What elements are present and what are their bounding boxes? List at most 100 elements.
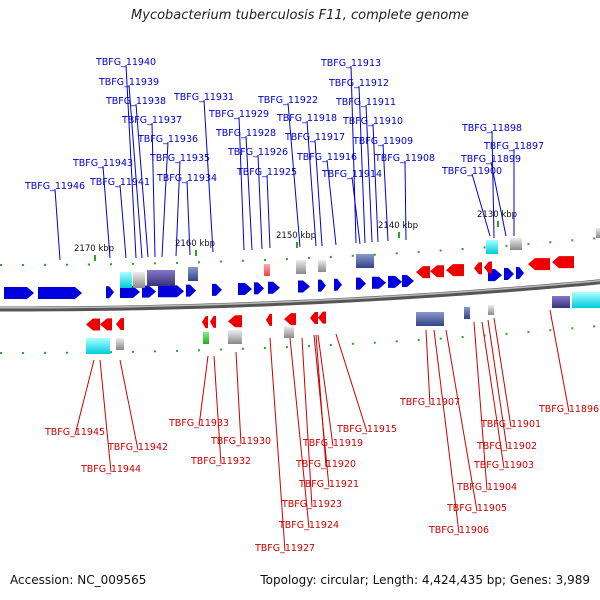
gene-label: TBFG_11925: [236, 167, 297, 178]
map-title: Mycobacterium tuberculosis F11, complete…: [131, 8, 469, 23]
leader-line: [433, 329, 460, 534]
leader-line: [119, 184, 127, 259]
gene-label: TBFG_11911: [335, 97, 396, 108]
gene-label: TBFG_11914: [321, 169, 382, 180]
feature-box: [552, 296, 570, 308]
genome-summary: Topology: circular; Length: 4,424,435 bp…: [260, 573, 590, 587]
gene-label: TBFG_11924: [278, 520, 339, 531]
gene-label: TBFG_11918: [276, 113, 337, 124]
gene-label: TBFG_11930: [210, 436, 271, 447]
forward-gene-arrow: [254, 282, 264, 295]
leader-line: [266, 174, 271, 249]
backbone-line: [0, 279, 600, 312]
gene-label: TBFG_11942: [107, 442, 168, 453]
leader-line: [161, 141, 169, 258]
gene-label: TBFG_11944: [80, 464, 141, 475]
reverse-gene-arrow: [284, 313, 296, 326]
feature-box: [464, 307, 470, 319]
scale-tick: [94, 255, 96, 261]
gene-label: TBFG_11927: [254, 543, 315, 554]
gene-label: TBFG_11915: [336, 424, 397, 435]
feature-box: [296, 260, 306, 274]
forward-gene-arrow: [318, 279, 326, 292]
leader-line: [186, 180, 191, 256]
gene-label: TBFG_11923: [281, 499, 342, 510]
scale-tick: [296, 242, 298, 248]
reverse-gene-arrow: [474, 262, 482, 275]
gene-features: [4, 228, 600, 354]
leader-line: [125, 64, 137, 259]
gene-label: TBFG_11931: [173, 92, 234, 103]
leader-line: [128, 84, 143, 259]
ruler-rings: [0, 236, 600, 354]
forward-gene-arrow: [186, 284, 196, 297]
leader-line: [287, 102, 301, 248]
gene-label: TBFG_11941: [89, 177, 150, 188]
leader-line: [382, 143, 389, 242]
scale-tick: [497, 221, 499, 227]
feature-box: [596, 228, 600, 238]
leader-line: [358, 85, 366, 244]
gene-label: TBFG_11901: [480, 419, 541, 430]
leader-line: [213, 355, 222, 465]
reverse-gene-arrow: [484, 261, 492, 274]
gene-label: TBFG_11913: [320, 58, 381, 69]
gene-label: TBFG_11921: [298, 479, 359, 490]
feature-box: [264, 264, 270, 276]
gene-label: TBFG_11929: [208, 109, 269, 120]
accession-text: Accession: NC_009565: [10, 573, 147, 587]
gene-label: TBFG_11936: [137, 134, 198, 145]
forward-gene-arrow: [238, 282, 252, 295]
forward-gene-arrow: [38, 286, 82, 299]
feature-box: [133, 272, 145, 288]
gene-label: TBFG_11920: [295, 459, 356, 470]
reverse-gene-arrow: [86, 318, 100, 331]
forward-gene-arrow: [212, 283, 222, 296]
feature-box: [147, 270, 175, 286]
gene-label: TBFG_11912: [328, 78, 389, 89]
genome-backbone: [0, 279, 600, 312]
forward-gene-arrow: [516, 267, 524, 280]
feature-box: [486, 240, 498, 254]
scale-label: 2130 kbp: [477, 210, 517, 220]
leader-line: [198, 355, 209, 427]
reverse-gene-arrow: [266, 313, 272, 326]
leader-line: [490, 161, 507, 237]
gene-label: TBFG_11906: [428, 525, 489, 536]
leader-line: [549, 309, 570, 413]
reverse-gene-arrow: [430, 265, 444, 278]
gene-label: TBFG_11902: [476, 441, 537, 452]
feature-box: [488, 305, 494, 315]
leader-line: [335, 333, 368, 433]
feature-box: [116, 338, 124, 350]
leader-line: [313, 334, 330, 488]
leader-line: [119, 359, 139, 451]
feature-box: [228, 330, 242, 344]
leader-line: [493, 317, 512, 428]
backbone-highlight: [0, 279, 600, 309]
gene-label: TBFG_11943: [72, 158, 133, 169]
leader-line: [326, 159, 337, 246]
forward-gene-arrow: [298, 280, 310, 293]
gene-label: TBFG_11935: [149, 153, 210, 164]
scale-label: 2140 kbp: [378, 221, 418, 231]
leader-line: [425, 329, 431, 406]
forward-gene-arrow: [504, 267, 514, 280]
leader-line: [54, 188, 61, 261]
forward-gene-arrow: [356, 277, 366, 290]
gene-labels: TBFG_11940 TBFG_11939 TBFG_11938 TBFG_11937…: [24, 57, 599, 554]
forward-gene-arrow: [106, 286, 114, 299]
feature-box: [356, 254, 374, 268]
gene-label: TBFG_11917: [284, 132, 345, 143]
feature-box: [572, 292, 600, 308]
forward-gene-arrow: [4, 286, 34, 299]
gene-label: TBFG_11899: [460, 154, 521, 165]
forward-gene-arrow: [268, 281, 280, 294]
leader-line: [365, 104, 373, 243]
reverse-gene-arrow: [100, 318, 112, 331]
scale-labels: 2170 kbp 2160 kbp 2150 kbp 2140 kbp 2130 kbp: [74, 210, 517, 261]
gene-label: TBFG_11916: [296, 152, 357, 163]
feature-box: [188, 267, 198, 281]
gene-label: TBFG_11910: [342, 116, 403, 127]
feature-box: [416, 312, 444, 326]
